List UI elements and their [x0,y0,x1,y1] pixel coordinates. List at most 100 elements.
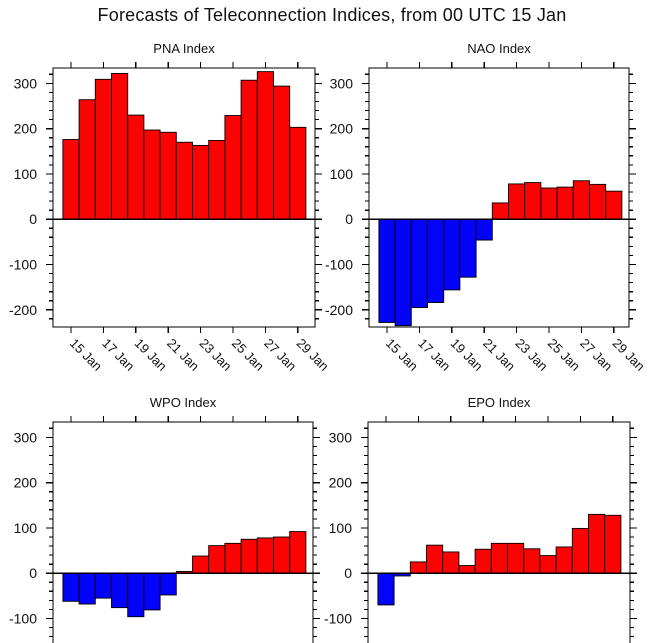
pna-index-bar-18-jan [111,72,129,220]
pna-index-bar-25-jan [224,115,242,220]
pna-index-bar-17-jan [94,78,112,220]
nao-index-xtick-label: 29 Jan [610,336,648,374]
nao-index-ytick-label: 200 [330,121,354,137]
nao-index-bar-20-jan [459,218,477,278]
pna-index-plot-frame [52,67,316,328]
epo-index-ytick-label: 0 [344,565,352,581]
wpo-index-ytick-label: 300 [14,429,38,445]
epo-index-ytick-label: 100 [329,520,353,536]
wpo-index-bar-19-jan [127,572,145,618]
epo-index-bar-25-jan [539,555,557,574]
wpo-index-bars [62,531,307,618]
nao-index-bar-15-jan [378,218,396,323]
nao-index-ytick-label: 100 [330,166,354,182]
nao-index-bar-25-jan [540,187,558,220]
nao-index-title: NAO Index [467,41,531,56]
epo-index-bar-29-jan [604,514,622,574]
nao-index-bar-26-jan [556,186,574,220]
epo-index-bar-26-jan [555,546,573,574]
wpo-index-bar-27-jan [256,537,274,574]
pna-index-xtick-label: 17 Jan [99,336,137,374]
pna-index-xtick-label: 21 Jan [164,336,202,374]
epo-index-bars [377,513,622,606]
epo-index-bar-24-jan [523,548,541,574]
nao-index-ytick-label: -200 [325,302,353,318]
pna-index-xtick-label: 15 Jan [67,336,105,374]
epo-index-bar-18-jan [426,544,444,574]
pna-index-bar-29-jan [289,126,307,220]
nao-index-xtick-label: 19 Jan [448,336,486,374]
epo-index-bar-20-jan [458,565,476,574]
epo-index-ytick-label: 300 [329,429,353,445]
wpo-index-bar-24-jan [208,545,226,574]
pna-index-bars [62,71,307,220]
nao-index-ytick-label: 0 [345,211,353,227]
wpo-index-bar-20-jan [143,572,161,611]
nao-index-bar-27-jan [572,180,590,220]
nao-index-xtick-label: 15 Jan [383,336,421,374]
nao-index-bar-21-jan [475,218,493,241]
nao-index-bar-29-jan [605,190,623,220]
pna-index-title: PNA Index [153,41,215,56]
pna-index-ytick-label: -200 [9,302,37,318]
wpo-index-bar-17-jan [94,572,112,599]
pna-index-xtick-label: 23 Jan [196,336,234,374]
pna-index-bar-21-jan [159,131,177,220]
nao-index-ytick-label: 300 [330,75,354,91]
wpo-index-bar-15-jan [62,572,80,602]
nao-index-xtick-label: 21 Jan [480,336,518,374]
epo-index-bar-15-jan [377,572,395,606]
pna-index-xtick-label: 25 Jan [229,336,267,374]
pna-index-ytick-label: 100 [14,166,38,182]
pna-index-bar-19-jan [127,114,145,220]
epo-index-bar-28-jan [588,513,606,574]
wpo-index-bar-23-jan [192,555,210,574]
pna-index-bar-23-jan [192,144,210,220]
pna-index-bar-22-jan [175,141,193,220]
epo-index-plot-frame [367,421,631,643]
nao-index-bar-17-jan [410,218,428,308]
nao-index-xtick-label: 17 Jan [415,336,453,374]
nao-index-bar-24-jan [524,182,542,220]
pna-index-ytick-label: 300 [14,75,38,91]
epo-index-bar-17-jan [409,561,427,574]
pna-index-bar-28-jan [273,85,291,220]
pna-index-bar-16-jan [78,99,96,220]
nao-index-bar-16-jan [394,218,412,327]
epo-index-bar-19-jan [442,551,460,574]
wpo-index-bar-18-jan [111,572,129,609]
nao-index-bar-19-jan [443,218,461,291]
wpo-index-bar-29-jan [289,531,307,574]
epo-index-ytick-label: 200 [329,475,353,491]
nao-index-ytick-label: -100 [325,257,353,273]
wpo-index-bar-21-jan [159,572,177,596]
wpo-index-ytick-label: 0 [29,565,37,581]
wpo-index-title: WPO Index [150,395,217,410]
nao-index-bar-18-jan [427,218,445,303]
pna-index-bar-15-jan [62,139,80,220]
wpo-index-ytick-label: -100 [9,611,37,627]
nao-index-xtick-label: 25 Jan [545,336,583,374]
wpo-index-bar-28-jan [273,536,291,574]
epo-index-bar-21-jan [474,548,492,574]
nao-index-bars [378,180,623,327]
figure-title: Forecasts of Teleconnection Indices, fro… [97,5,567,25]
pna-index-bar-24-jan [208,139,226,220]
nao-index-plot-frame [368,67,630,328]
pna-index-ytick-label: 0 [29,211,37,227]
wpo-index-ytick-label: 100 [14,520,38,536]
wpo-index-plot-frame [52,421,314,643]
nao-index-xtick-label: 27 Jan [577,336,615,374]
nao-index-xtick-label: 23 Jan [512,336,550,374]
nao-index-bar-28-jan [589,183,607,220]
pna-index-xtick-label: 29 Jan [294,336,332,374]
epo-index-title: EPO Index [468,395,531,410]
epo-index-bar-27-jan [571,527,589,574]
pna-index-ytick-label: 200 [14,121,38,137]
epo-index-bar-22-jan [490,542,508,574]
wpo-index-bar-16-jan [78,572,96,605]
